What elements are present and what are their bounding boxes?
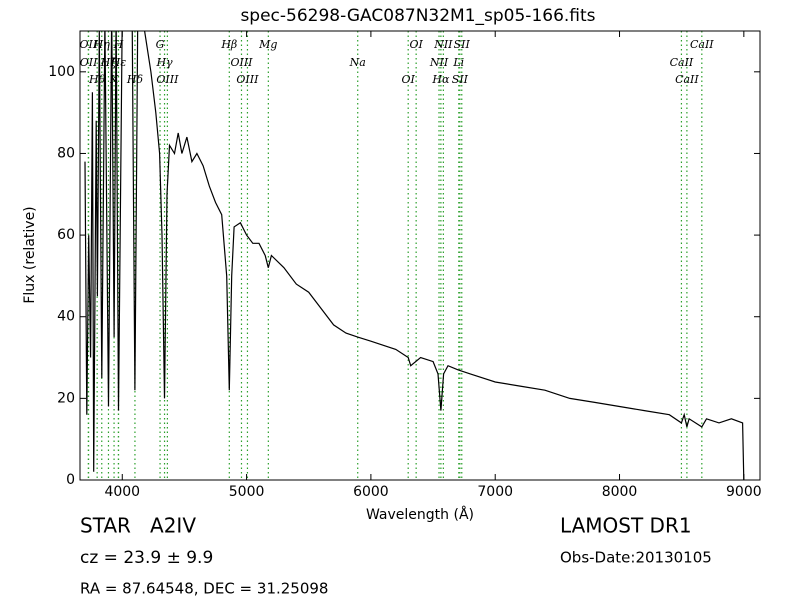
spectral-line-label: OI xyxy=(409,38,423,51)
spectral-line-label: Hα xyxy=(431,73,450,86)
x-tick-label: 9000 xyxy=(726,484,762,500)
spectral-line-label: Na xyxy=(349,56,366,69)
chart-title: spec-56298-GAC087N32M1_sp05-166.fits xyxy=(240,6,595,26)
spectral-line-label: Hη xyxy=(93,38,111,51)
y-tick-label: 20 xyxy=(57,390,75,406)
spectral-line-label: NII xyxy=(433,38,453,51)
spectral-line-label: SII xyxy=(452,73,469,86)
y-tick-label: 60 xyxy=(57,227,75,243)
spectral-line-label: Hγ xyxy=(155,56,173,69)
spectrum xyxy=(84,31,745,480)
x-tick-label: 5000 xyxy=(229,484,265,500)
plot-area xyxy=(84,31,745,480)
spectral-line-label: OIII xyxy=(156,73,179,86)
spectral-line-label: NII xyxy=(429,56,449,69)
y-tick-label: 80 xyxy=(57,145,75,161)
x-axis-label: Wavelength (Å) xyxy=(366,506,474,523)
spectral-line-label: CaII xyxy=(675,73,699,86)
y-tick-label: 100 xyxy=(48,64,75,80)
spectral-line-label: G xyxy=(156,38,165,51)
spectral-line-label: Hθ xyxy=(88,73,106,86)
spectral-line-label: Hδ xyxy=(126,73,144,86)
y-axis-label: Flux (relative) xyxy=(22,206,38,303)
spectral-line-label: OII xyxy=(80,56,98,69)
x-tick-label: 8000 xyxy=(602,484,638,500)
spectral-line-label: OI xyxy=(402,73,416,86)
spectral-line-label: CaII xyxy=(690,38,714,51)
x-tick-label: 4000 xyxy=(104,484,140,500)
spectral-line-label: Li xyxy=(452,56,464,69)
object-class: STAR A2IV xyxy=(80,514,196,538)
spectral-line-label: K xyxy=(109,73,119,86)
spectral-line-label: OII xyxy=(79,38,97,51)
x-tick-label: 7000 xyxy=(477,484,513,500)
y-tick-label: 40 xyxy=(57,309,75,325)
coordinates: RA = 87.64548, DEC = 31.25098 xyxy=(80,580,328,598)
spectral-line-label: Hζ xyxy=(100,56,118,69)
redshift: cz = 23.9 ± 9.9 xyxy=(80,548,213,568)
spectral-line-label: OIII xyxy=(230,56,253,69)
spectral-line-label: CaII xyxy=(670,56,694,69)
obs-date: Obs-Date:20130105 xyxy=(560,549,712,567)
x-tick-label: 6000 xyxy=(353,484,389,500)
spectral-line-label: H xyxy=(113,38,124,51)
spectral-line-label: SII xyxy=(454,38,471,51)
spectral-line-label: Hε xyxy=(110,56,127,69)
spectral-line-label: Hβ xyxy=(220,38,237,51)
spectral-line-label: OIII xyxy=(236,73,259,86)
spectral-line-label: Mg xyxy=(258,38,277,51)
plot-frame xyxy=(79,30,761,481)
y-tick-label: 0 xyxy=(66,472,75,488)
survey: LAMOST DR1 xyxy=(560,514,692,538)
